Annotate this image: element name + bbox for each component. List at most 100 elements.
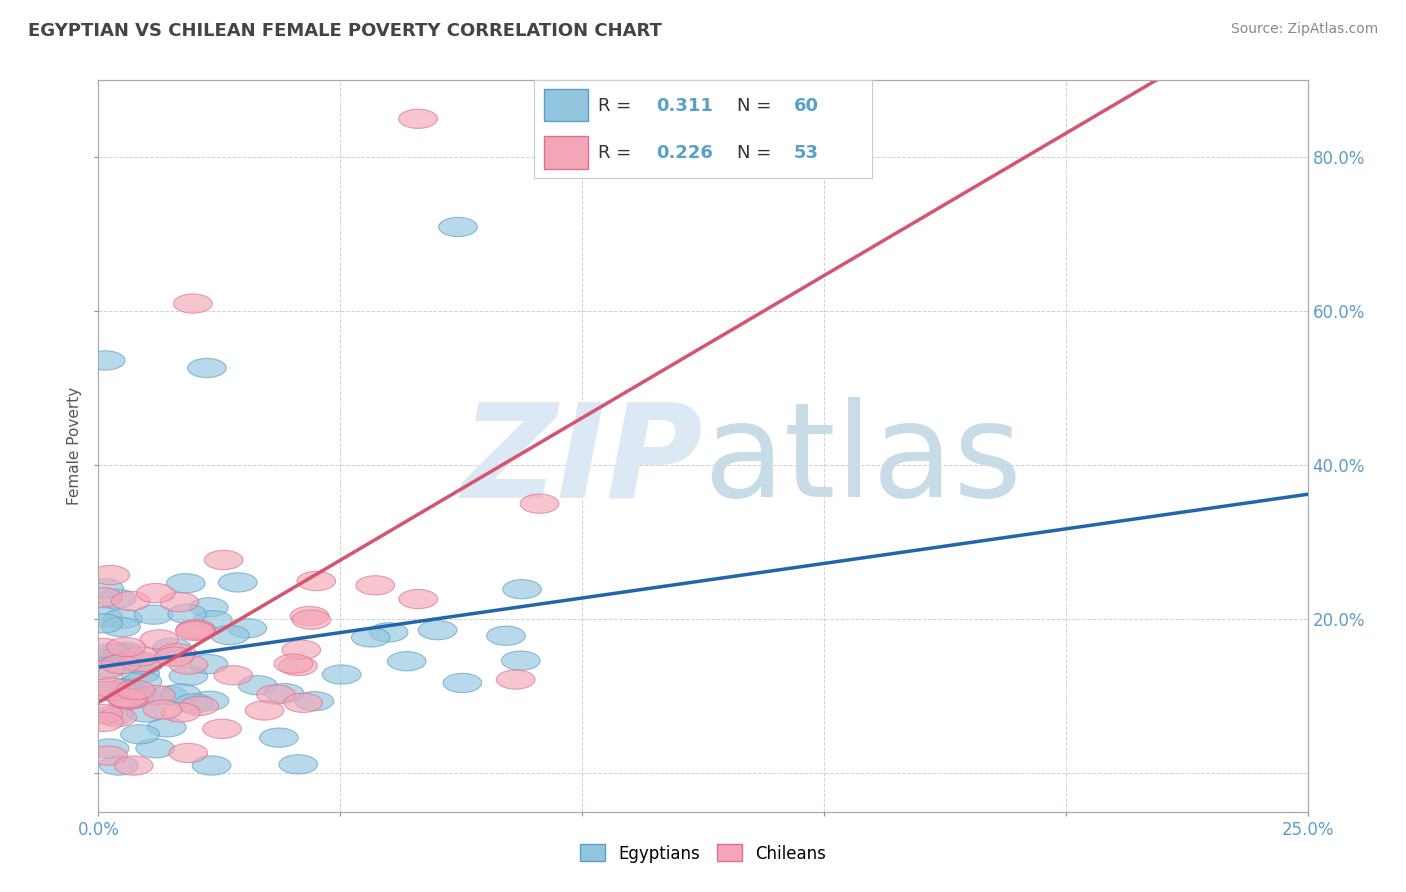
Ellipse shape <box>84 579 124 598</box>
Text: 0.311: 0.311 <box>655 97 713 115</box>
Ellipse shape <box>101 655 141 673</box>
Ellipse shape <box>214 665 253 685</box>
Ellipse shape <box>290 607 329 625</box>
Ellipse shape <box>211 625 249 645</box>
Text: 53: 53 <box>794 144 820 161</box>
Ellipse shape <box>399 109 437 128</box>
Ellipse shape <box>149 686 188 705</box>
Ellipse shape <box>218 573 257 592</box>
Ellipse shape <box>503 580 541 599</box>
Ellipse shape <box>94 706 134 725</box>
Ellipse shape <box>167 604 207 624</box>
Ellipse shape <box>90 739 129 758</box>
Ellipse shape <box>370 623 408 642</box>
Ellipse shape <box>187 359 226 377</box>
Ellipse shape <box>100 643 138 663</box>
Ellipse shape <box>162 703 200 723</box>
Text: EGYPTIAN VS CHILEAN FEMALE POVERTY CORRELATION CHART: EGYPTIAN VS CHILEAN FEMALE POVERTY CORRE… <box>28 22 662 40</box>
Text: N =: N = <box>737 97 776 115</box>
Ellipse shape <box>228 619 267 638</box>
Ellipse shape <box>166 574 205 593</box>
Ellipse shape <box>260 728 298 747</box>
Ellipse shape <box>439 218 477 236</box>
Ellipse shape <box>84 607 122 627</box>
Ellipse shape <box>283 640 321 659</box>
Ellipse shape <box>155 647 194 666</box>
Ellipse shape <box>202 719 242 739</box>
Ellipse shape <box>121 724 159 744</box>
Ellipse shape <box>352 628 389 647</box>
Ellipse shape <box>108 678 146 698</box>
Ellipse shape <box>84 639 122 657</box>
Ellipse shape <box>169 655 208 674</box>
Text: N =: N = <box>737 144 776 161</box>
Ellipse shape <box>124 655 163 674</box>
Ellipse shape <box>180 697 218 715</box>
Ellipse shape <box>274 654 312 673</box>
Ellipse shape <box>84 588 122 607</box>
Ellipse shape <box>174 694 214 713</box>
Ellipse shape <box>100 756 138 775</box>
Ellipse shape <box>177 620 215 640</box>
Ellipse shape <box>84 705 122 723</box>
Text: R =: R = <box>599 97 637 115</box>
Ellipse shape <box>520 494 558 513</box>
Ellipse shape <box>193 756 231 775</box>
FancyBboxPatch shape <box>544 136 588 169</box>
Text: 0.226: 0.226 <box>655 144 713 161</box>
Ellipse shape <box>153 638 191 657</box>
Ellipse shape <box>157 643 195 663</box>
Ellipse shape <box>136 685 176 705</box>
Ellipse shape <box>105 684 145 703</box>
Ellipse shape <box>190 655 228 673</box>
Ellipse shape <box>87 658 127 677</box>
Ellipse shape <box>266 683 304 703</box>
Ellipse shape <box>103 644 142 663</box>
Ellipse shape <box>108 690 146 709</box>
Ellipse shape <box>284 693 322 713</box>
Ellipse shape <box>297 572 336 591</box>
Text: Source: ZipAtlas.com: Source: ZipAtlas.com <box>1230 22 1378 37</box>
Ellipse shape <box>127 703 166 723</box>
Ellipse shape <box>148 718 186 737</box>
Legend: Egyptians, Chileans: Egyptians, Chileans <box>574 838 832 869</box>
Ellipse shape <box>204 550 243 570</box>
Ellipse shape <box>486 626 526 646</box>
Ellipse shape <box>122 672 162 691</box>
Ellipse shape <box>86 351 125 370</box>
Ellipse shape <box>121 664 159 683</box>
Ellipse shape <box>91 566 129 584</box>
Ellipse shape <box>169 666 208 686</box>
Ellipse shape <box>387 652 426 671</box>
Ellipse shape <box>190 598 228 617</box>
Ellipse shape <box>136 739 174 758</box>
Text: R =: R = <box>599 144 637 161</box>
Ellipse shape <box>110 690 148 709</box>
Ellipse shape <box>496 670 536 690</box>
Ellipse shape <box>117 681 155 699</box>
Y-axis label: Female Poverty: Female Poverty <box>67 387 83 505</box>
Ellipse shape <box>115 690 155 708</box>
Ellipse shape <box>141 630 179 649</box>
Ellipse shape <box>443 673 482 692</box>
Ellipse shape <box>173 294 212 313</box>
Ellipse shape <box>322 665 361 684</box>
Ellipse shape <box>194 611 232 630</box>
Ellipse shape <box>399 590 437 608</box>
Ellipse shape <box>105 642 145 661</box>
Ellipse shape <box>238 675 277 695</box>
Ellipse shape <box>91 643 131 663</box>
Ellipse shape <box>190 691 229 710</box>
Ellipse shape <box>97 589 136 608</box>
Ellipse shape <box>111 591 150 610</box>
Ellipse shape <box>278 755 318 774</box>
Ellipse shape <box>122 686 162 705</box>
Ellipse shape <box>91 681 129 700</box>
Ellipse shape <box>162 684 201 703</box>
Ellipse shape <box>104 679 142 698</box>
Text: atlas: atlas <box>703 397 1022 524</box>
Ellipse shape <box>108 689 146 707</box>
Ellipse shape <box>418 621 457 640</box>
Ellipse shape <box>101 617 141 637</box>
Text: 60: 60 <box>794 97 820 115</box>
